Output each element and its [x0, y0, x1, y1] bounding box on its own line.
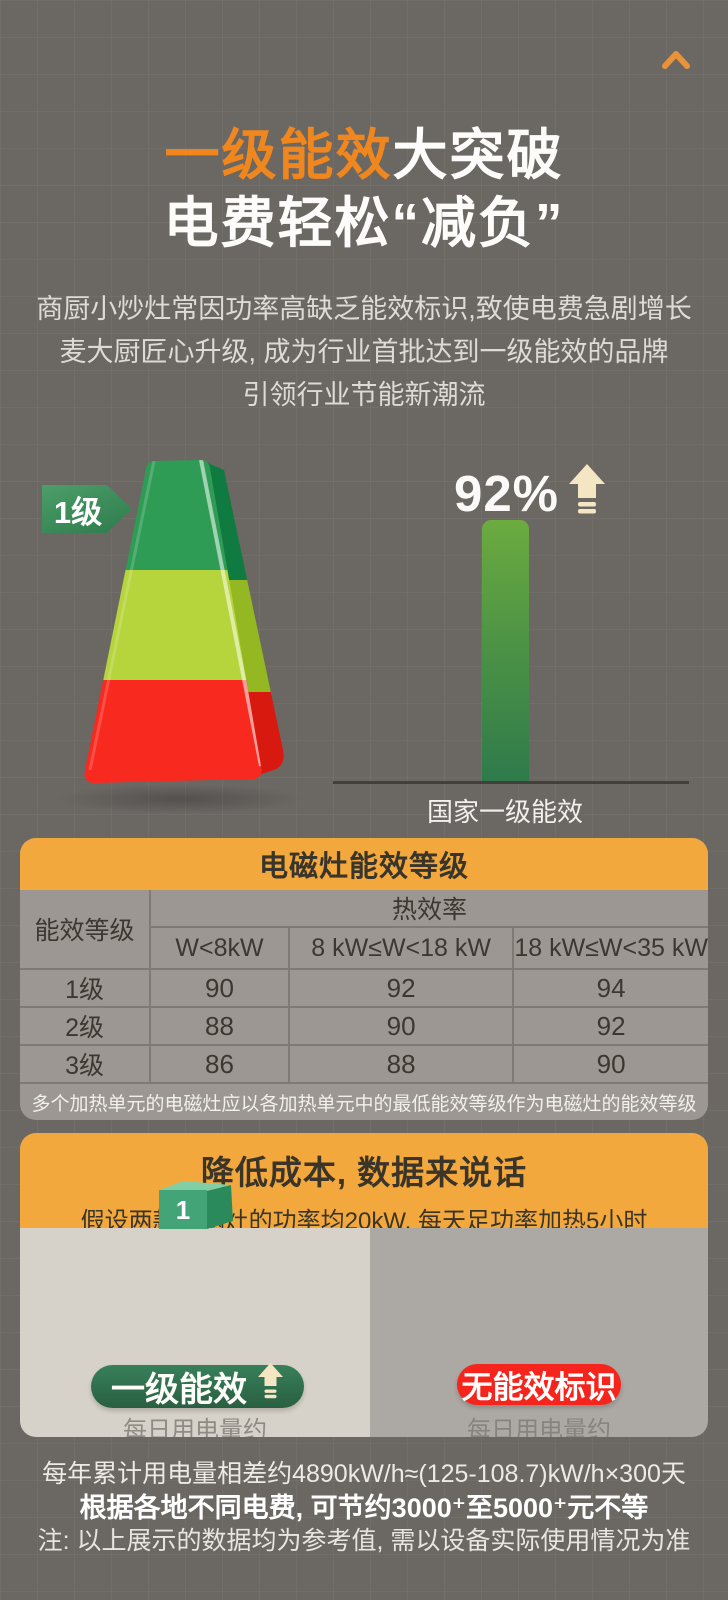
percent-value: 92% [453, 464, 560, 522]
table-row: 2级 88 90 92 [20, 1006, 708, 1046]
cell-value: 90 [512, 1044, 708, 1083]
table-row: 3级 86 88 90 [20, 1044, 708, 1083]
title-line2: 电费轻松“减负” [163, 192, 565, 254]
hero-graphic: 1级 92% 国家一级能效 [0, 440, 728, 840]
col-header: 8 kW≤W<18 kW [287, 926, 515, 970]
title-line1: 一级能效大突破 [0, 124, 728, 186]
title-highlight: 一级能效 [164, 124, 393, 186]
level1-badge: 一级能效 [91, 1363, 304, 1410]
cell-value: 88 [287, 1044, 515, 1083]
efficiency-table: 能效等级 热效率 W<8kW 8 kW≤W<18 kW 18 kW≤W<35 k… [20, 889, 708, 1083]
chart-baseline [333, 781, 689, 784]
description: 商厨小炒灶常因功率高缺乏能效标识,致使电费急剧增长 麦大厨匠心升级, 成为行业首… [0, 288, 728, 417]
disclaimer-note: 注: 以上展示的数据均为参考值, 需以设备实际使用情况为准 [37, 1527, 691, 1555]
cell-value: 92 [512, 1006, 708, 1046]
description-line: 商厨小炒灶常因功率高缺乏能效标识,致使电费急剧增长 [36, 294, 692, 324]
cell-value: 88 [149, 1006, 290, 1046]
no-label-badge-text: 无能效标识 [461, 1370, 617, 1405]
description-line: 引领行业节能新潮流 [242, 380, 486, 410]
title-rest: 大突破 [392, 124, 564, 186]
cost-card-header: 降低成本, 数据来说话 假设两款大锅灶的功率均20kW, 每天足功率加热5小时 [20, 1133, 708, 1235]
col-header: W<8kW [149, 926, 290, 970]
table-note: 多个加热单元的电磁灶应以各加热单元中的最低能效等级作为电磁灶的能效等级 [20, 1082, 708, 1120]
cell-value: 90 [287, 1006, 515, 1046]
cell-level: 1级 [20, 968, 152, 1008]
cost-column-level1: 一级能效 每日用电量约 108.7kW/h (20kW÷92%×5 小时) [20, 1228, 370, 1437]
level1-badge-label: 一级能效 [111, 1371, 247, 1409]
cell-level: 2级 [20, 1006, 152, 1046]
chevron-up-icon [662, 50, 690, 72]
table-title: 电磁灶能效等级 [20, 838, 708, 890]
rank-1-box-icon: 1 [159, 1181, 233, 1229]
cell-value: 92 [287, 968, 515, 1008]
page-title: 一级能效大突破 电费轻松“减负” [0, 124, 728, 254]
col-header: 18 kW≤W<35 kW [512, 926, 708, 970]
up-arrow-icon [257, 1363, 284, 1410]
cell-level: 3级 [20, 1044, 152, 1083]
bar-category-label: 国家一级能效 [426, 797, 583, 827]
efficiency-bar [482, 520, 529, 783]
col-group-header: 热效率 [149, 889, 708, 928]
back-to-top-button[interactable] [656, 46, 696, 76]
daily-usage-label: 每日用电量约 [467, 1417, 611, 1437]
cost-card-title: 降低成本, 数据来说话 [200, 1154, 528, 1191]
up-arrow-icon [568, 463, 606, 523]
cell-value: 90 [149, 968, 290, 1008]
efficiency-table-card: 电磁灶能效等级 能效等级 热效率 W<8kW 8 kW≤W<18 kW 18 k… [20, 838, 708, 1120]
percent-group: 92% [420, 463, 640, 523]
cost-columns: 一级能效 每日用电量约 108.7kW/h (20kW÷92%×5 小时) [20, 1228, 708, 1437]
savings-note: 根据各地不同电费, 可节约3000⁺至5000⁺元不等 [79, 1493, 649, 1523]
annual-difference-note: 每年累计用电量相差约4890kW/h≈(125-108.7)kW/h×300天 [42, 1460, 686, 1488]
svg-text:1: 1 [176, 1195, 190, 1225]
cost-column-unlabeled: 无能效标识 每日用电量约 125 kW/h (20kW÷80%×5 小时） [370, 1228, 708, 1437]
cell-value: 94 [512, 968, 708, 1008]
table-row: 1级 90 92 94 [20, 968, 708, 1008]
cell-value: 86 [149, 1044, 290, 1083]
daily-usage-label: 每日用电量约 [123, 1417, 267, 1437]
grade-tag-label: 1级 [53, 494, 103, 530]
description-line: 麦大厨匠心升级, 成为行业首批达到一级能效的品牌 [59, 337, 669, 367]
no-label-badge: 无能效标识 [457, 1364, 621, 1405]
pyramid-reflection [55, 784, 305, 814]
footer-notes: 每年累计用电量相差约4890kW/h≈(125-108.7)kW/h×300天 … [0, 1458, 728, 1558]
cost-comparison-card: 降低成本, 数据来说话 假设两款大锅灶的功率均20kW, 每天足功率加热5小时 … [20, 1133, 708, 1437]
col-header-level: 能效等级 [20, 889, 152, 970]
